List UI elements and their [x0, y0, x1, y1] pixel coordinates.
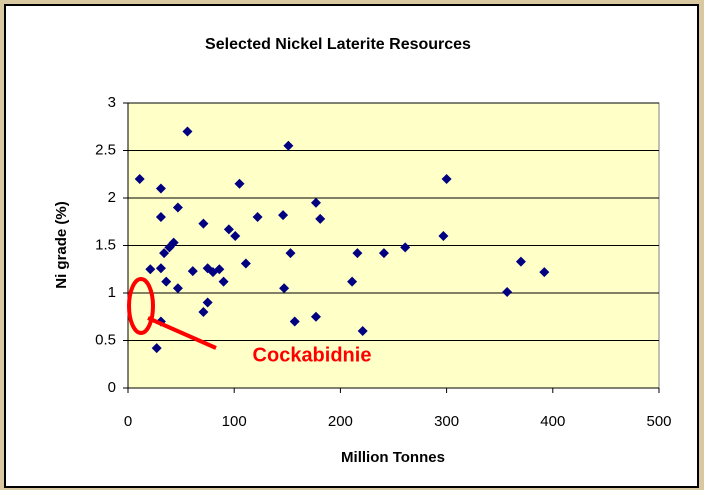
y-tick-label: 1	[108, 284, 116, 301]
y-tick-label: 3	[108, 94, 116, 111]
x-tick-label: 300	[434, 413, 459, 430]
chart-title: Selected Nickel Laterite Resources	[205, 36, 471, 53]
x-tick-label: 200	[328, 413, 353, 430]
chart: Selected Nickel Laterite Resources Milli…	[0, 0, 704, 490]
page: {"chart_data": {"type": "scatter", "titl…	[0, 0, 704, 490]
y-tick-label: 0.5	[95, 331, 116, 348]
x-axis-label: Million Tonnes	[341, 449, 445, 466]
y-tick-label: 0	[108, 379, 116, 396]
x-tick-label: 500	[646, 413, 671, 430]
x-tick-label: 400	[540, 413, 565, 430]
y-tick-label: 2	[108, 189, 116, 206]
x-tick-label: 100	[222, 413, 247, 430]
y-tick-label: 2.5	[95, 141, 116, 158]
y-axis-label: Ni grade (%)	[53, 201, 70, 289]
annotation-text: Cockabidnie	[253, 344, 372, 366]
x-tick-label: 0	[124, 413, 132, 430]
y-tick-label: 1.5	[95, 236, 116, 253]
